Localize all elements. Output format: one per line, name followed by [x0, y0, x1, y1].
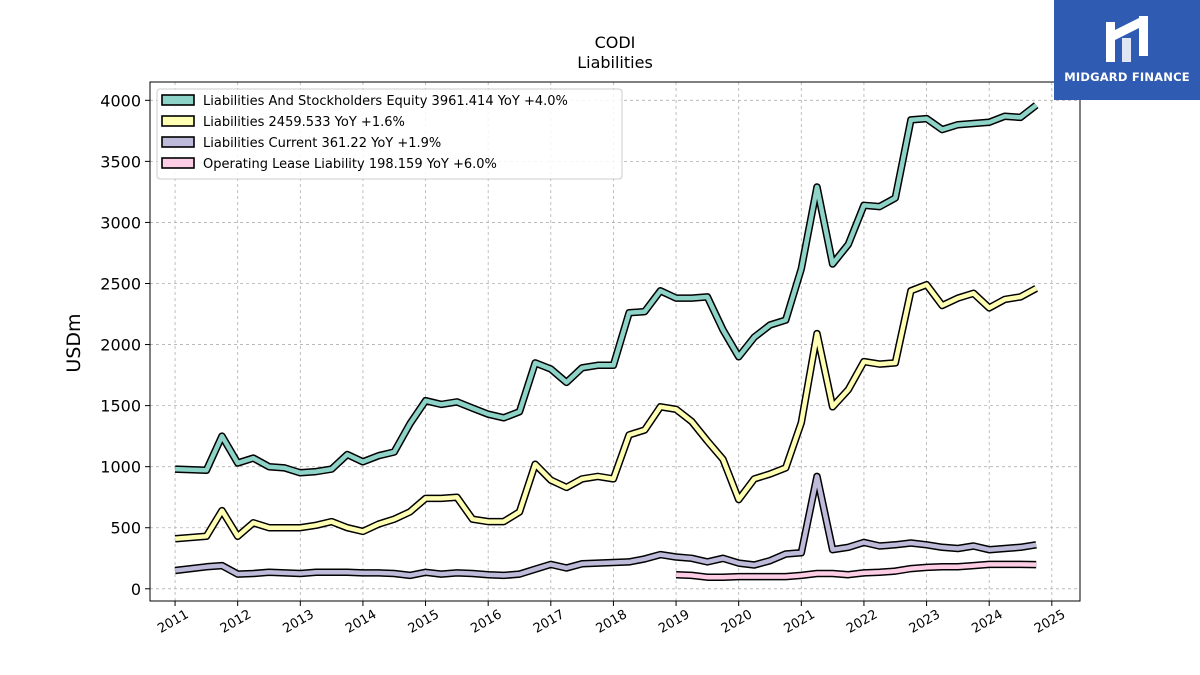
y-tick-label: 2000 — [100, 336, 141, 355]
brand-name: MIDGARD FINANCE — [1064, 70, 1190, 84]
chart-subtitle: Liabilities — [577, 53, 653, 72]
x-tick-label: 2020 — [719, 607, 755, 637]
x-tick-label: 2017 — [531, 607, 567, 637]
legend-entry: Operating Lease Liability 198.159 YoY +6… — [203, 157, 497, 172]
series-3 — [174, 472, 1037, 580]
series-4 — [675, 560, 1037, 581]
y-tick-label: 2500 — [100, 274, 141, 293]
legend: Liabilities And Stockholders Equity 3961… — [156, 88, 623, 180]
x-tick-label: 2014 — [343, 607, 379, 637]
series-2 — [174, 280, 1038, 543]
legend-swatch — [161, 136, 195, 148]
series-line — [174, 474, 1037, 578]
x-tick-label: 2021 — [781, 607, 817, 637]
x-tick-label: 2019 — [656, 607, 692, 637]
series-line — [174, 282, 1038, 541]
legend-swatch — [161, 94, 195, 106]
legend-swatch — [161, 115, 195, 127]
x-tick-label: 2013 — [280, 607, 316, 637]
series-line-outline — [174, 280, 1038, 543]
y-tick-label: 500 — [110, 519, 141, 538]
x-axis-ticks: 2011 2012 2013 2014 2015 2016 2017 2018 2019 2020… — [155, 601, 1068, 637]
legend-box — [156, 88, 623, 180]
y-tick-label: 1500 — [100, 397, 141, 416]
legend-entry: Liabilities And Stockholders Equity 3961… — [203, 94, 568, 109]
legend-entry: Liabilities 2459.533 YoY +1.6% — [203, 115, 405, 130]
series-lines — [174, 102, 1039, 581]
y-tick-label: 1000 — [100, 458, 141, 477]
legend-swatch — [161, 157, 195, 169]
x-tick-label: 2025 — [1032, 607, 1068, 637]
y-tick-label: 3000 — [100, 213, 141, 232]
y-axis-ticks: 0 500 1000 1500 2000 2500 3000 3500 4000 — [100, 91, 150, 599]
brand-mark-icon — [1106, 16, 1148, 62]
legend-entry: Liabilities Current 361.22 YoY +1.9% — [203, 136, 441, 151]
plot-frame — [149, 81, 1081, 602]
chart-title: CODI — [595, 33, 636, 52]
x-tick-label: 2018 — [594, 607, 630, 637]
series-line — [175, 103, 1038, 476]
y-tick-label: 3500 — [100, 152, 141, 171]
x-tick-label: 2022 — [844, 607, 880, 637]
x-tick-label: 2016 — [468, 607, 504, 637]
x-tick-label: 2011 — [155, 607, 191, 637]
y-tick-label: 0 — [131, 580, 141, 599]
x-tick-label: 2024 — [969, 607, 1005, 637]
series-line — [675, 562, 1037, 580]
series-1 — [174, 102, 1039, 477]
x-tick-label: 2015 — [406, 607, 442, 637]
brand-logo: MIDGARD FINANCE — [1054, 0, 1200, 100]
y-axis-label: USDm — [63, 313, 85, 372]
x-tick-label: 2012 — [218, 607, 254, 637]
x-tick-label: 2023 — [907, 607, 943, 637]
y-tick-label: 4000 — [100, 91, 141, 110]
